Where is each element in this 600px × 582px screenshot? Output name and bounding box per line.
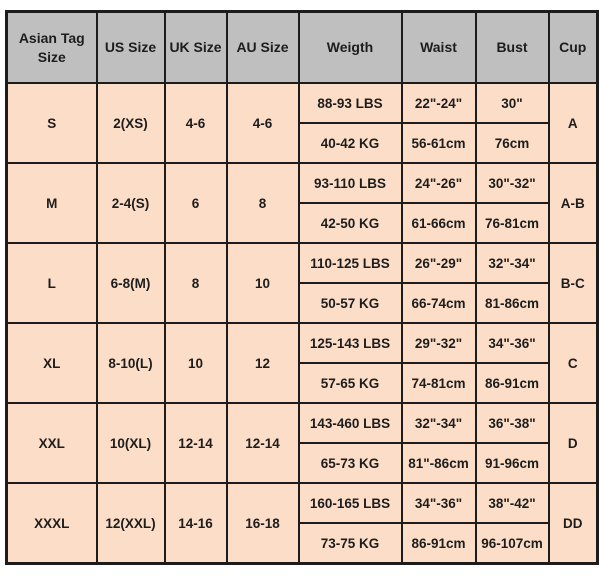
cup-cell: C	[547, 322, 599, 404]
uk-size-cell: 6	[163, 162, 228, 244]
header-row: Asian Tag Size US Size UK Size AU Size W…	[5, 10, 599, 84]
uk-size-cell: 10	[163, 322, 228, 404]
weight-kg-cell: 65-73 KG	[297, 442, 403, 484]
asian-size-cell: S	[5, 82, 98, 164]
bust-inch-cell: 34"-36"	[474, 322, 550, 364]
us-size-cell: 6-8(M)	[95, 242, 166, 324]
header-cup: Cup	[547, 10, 599, 84]
table-row: S 2(XS) 4-6 4-6 88-93 LBS 22"-24" 30" A	[5, 82, 599, 164]
waist-inch-cell: 24"-26"	[400, 162, 477, 204]
asian-size-cell: XXL	[5, 402, 98, 484]
bust-inch-cell: 38"-42"	[474, 482, 550, 524]
weight-kg-cell: 42-50 KG	[297, 202, 403, 244]
uk-size-cell: 12-14	[163, 402, 228, 484]
bust-cm-cell: 86-91cm	[474, 362, 550, 404]
weight-lbs-cell: 110-125 LBS	[297, 242, 403, 284]
weight-lbs-cell: 143-460 LBS	[297, 402, 403, 444]
us-size-cell: 10(XL)	[95, 402, 166, 484]
weight-kg-cell: 50-57 KG	[297, 282, 403, 324]
bust-cm-cell: 81-86cm	[474, 282, 550, 324]
uk-size-cell: 8	[163, 242, 228, 324]
weight-lbs-cell: 125-143 LBS	[297, 322, 403, 364]
header-bust: Bust	[474, 10, 550, 84]
au-size-cell: 10	[225, 242, 300, 324]
cup-cell: D	[547, 402, 599, 484]
weight-lbs-cell: 88-93 LBS	[297, 82, 403, 124]
au-size-cell: 4-6	[225, 82, 300, 164]
waist-inch-cell: 29"-32"	[400, 322, 477, 364]
bust-inch-cell: 30"	[474, 82, 550, 124]
bust-inch-cell: 36"-38"	[474, 402, 550, 444]
bust-cm-cell: 76-81cm	[474, 202, 550, 244]
table-subrow: 57-65 KG 74-81cm 86-91cm	[7, 362, 598, 404]
cup-cell: B-C	[547, 242, 599, 324]
bust-cm-cell: 76cm	[474, 122, 550, 164]
header-waist: Waist	[400, 10, 477, 84]
table-subrow: 73-75 KG 86-91cm 96-107cm	[7, 522, 598, 565]
header-us-size: US Size	[95, 10, 166, 84]
waist-cm-cell: 81"-86cm	[400, 442, 477, 484]
cup-cell: A-B	[547, 162, 599, 244]
au-size-cell: 8	[225, 162, 300, 244]
table-row: L 6-8(M) 8 10 110-125 LBS 26"-29" 32"-34…	[5, 242, 599, 324]
waist-inch-cell: 32"-34"	[400, 402, 477, 444]
size-chart-table: Asian Tag Size US Size UK Size AU Size W…	[5, 10, 599, 565]
asian-size-cell: XL	[5, 322, 98, 404]
us-size-cell: 8-10(L)	[95, 322, 166, 404]
header-weight: Weigth	[297, 10, 403, 84]
size-chart-body: S 2(XS) 4-6 4-6 88-93 LBS 22"-24" 30" A …	[5, 82, 599, 565]
uk-size-cell: 14-16	[163, 482, 228, 565]
weight-kg-cell: 57-65 KG	[297, 362, 403, 404]
uk-size-cell: 4-6	[163, 82, 228, 164]
table-subrow: 42-50 KG 61-66cm 76-81cm	[7, 202, 598, 244]
waist-cm-cell: 56-61cm	[400, 122, 477, 164]
us-size-cell: 2-4(S)	[95, 162, 166, 244]
table-subrow: 50-57 KG 66-74cm 81-86cm	[7, 282, 598, 324]
header-uk-size: UK Size	[163, 10, 228, 84]
au-size-cell: 12	[225, 322, 300, 404]
bust-inch-cell: 32"-34"	[474, 242, 550, 284]
table-subrow: 65-73 KG 81"-86cm 91-96cm	[7, 442, 598, 484]
asian-size-cell: L	[5, 242, 98, 324]
us-size-cell: 2(XS)	[95, 82, 166, 164]
weight-kg-cell: 73-75 KG	[297, 522, 403, 565]
weight-kg-cell: 40-42 KG	[297, 122, 403, 164]
cup-cell: DD	[547, 482, 599, 565]
table-row: XXL 10(XL) 12-14 12-14 143-460 LBS 32"-3…	[5, 402, 599, 484]
cup-cell: A	[547, 82, 599, 164]
us-size-cell: 12(XXL)	[95, 482, 166, 565]
table-row: XXXL 12(XXL) 14-16 16-18 160-165 LBS 34"…	[5, 482, 599, 565]
waist-cm-cell: 61-66cm	[400, 202, 477, 244]
au-size-cell: 16-18	[225, 482, 300, 565]
waist-cm-cell: 74-81cm	[400, 362, 477, 404]
waist-inch-cell: 26"-29"	[400, 242, 477, 284]
header-asian-tag-size: Asian Tag Size	[5, 10, 98, 84]
waist-cm-cell: 66-74cm	[400, 282, 477, 324]
bust-inch-cell: 30"-32"	[474, 162, 550, 204]
waist-inch-cell: 22"-24"	[400, 82, 477, 124]
waist-inch-cell: 34"-36"	[400, 482, 477, 524]
bust-cm-cell: 91-96cm	[474, 442, 550, 484]
au-size-cell: 12-14	[225, 402, 300, 484]
table-row: XL 8-10(L) 10 12 125-143 LBS 29"-32" 34"…	[5, 322, 599, 404]
waist-cm-cell: 86-91cm	[400, 522, 477, 565]
bust-cm-cell: 96-107cm	[474, 522, 550, 565]
header-au-size: AU Size	[225, 10, 300, 84]
asian-size-cell: M	[5, 162, 98, 244]
weight-lbs-cell: 160-165 LBS	[297, 482, 403, 524]
weight-lbs-cell: 93-110 LBS	[297, 162, 403, 204]
table-row: M 2-4(S) 6 8 93-110 LBS 24"-26" 30"-32" …	[5, 162, 599, 244]
table-subrow: 40-42 KG 56-61cm 76cm	[7, 122, 598, 164]
asian-size-cell: XXXL	[5, 482, 98, 565]
